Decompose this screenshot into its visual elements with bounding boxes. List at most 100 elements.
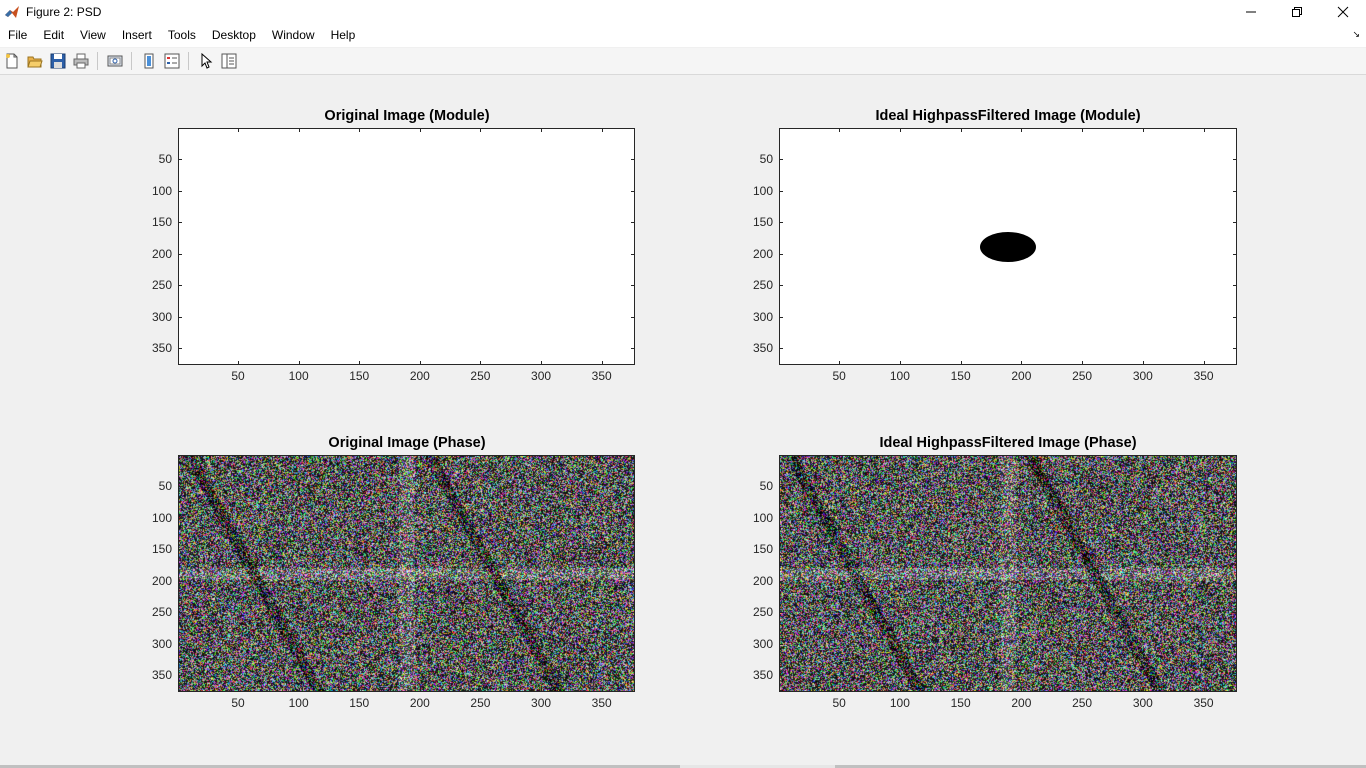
y-tick-mark <box>779 517 783 519</box>
x-tick-label: 150 <box>349 696 370 710</box>
window-bottom-border <box>0 765 1366 768</box>
x-tick-mark <box>601 688 603 692</box>
y-tick-mark <box>1233 316 1237 318</box>
x-tick-label: 50 <box>832 369 846 383</box>
y-tick-mark <box>178 253 182 255</box>
x-tick-label: 350 <box>591 369 612 383</box>
y-tick-mark <box>1233 549 1237 551</box>
menu-file[interactable]: File <box>8 28 28 42</box>
x-tick-mark <box>1021 128 1023 132</box>
y-tick-label: 250 <box>752 605 773 620</box>
y-tick-mark <box>631 675 635 677</box>
y-tick-label: 50 <box>759 152 773 167</box>
y-tick-mark <box>779 580 783 582</box>
x-tick-mark <box>899 688 901 692</box>
x-tick-mark <box>601 128 603 132</box>
restore-icon <box>1292 7 1302 17</box>
edit-plot-button[interactable] <box>195 50 217 72</box>
print-button[interactable] <box>70 50 92 72</box>
open-file-button[interactable] <box>24 50 46 72</box>
property-inspector-button[interactable] <box>218 50 240 72</box>
x-tick-label: 250 <box>470 696 491 710</box>
menu-window[interactable]: Window <box>271 28 315 42</box>
x-tick-label: 100 <box>288 696 309 710</box>
close-icon <box>1337 6 1349 18</box>
image-plot-area[interactable] <box>779 128 1237 365</box>
filter-mask-ellipse <box>980 232 1036 262</box>
y-tick-mark <box>779 222 783 224</box>
x-tick-mark <box>298 688 300 692</box>
y-tick-mark <box>779 348 783 350</box>
y-tick-mark <box>178 549 182 551</box>
x-tick-mark <box>1142 688 1144 692</box>
y-tick-label: 300 <box>151 309 172 324</box>
new-figure-button[interactable] <box>1 50 23 72</box>
image-plot-area[interactable] <box>178 128 635 365</box>
menu-desktop[interactable]: Desktop <box>211 28 256 42</box>
y-tick-label: 200 <box>752 246 773 261</box>
insert-legend-button[interactable] <box>161 50 183 72</box>
y-tick-mark <box>1233 675 1237 677</box>
y-tick-mark <box>779 316 783 318</box>
menu-edit[interactable]: Edit <box>43 28 65 42</box>
menu-overflow-icon[interactable]: ↘ <box>1352 29 1360 39</box>
menu-bar: File Edit View Insert Tools Desktop Wind… <box>0 24 1366 47</box>
x-tick-mark <box>899 128 901 132</box>
y-tick-label: 50 <box>759 479 773 494</box>
x-tick-mark <box>1021 455 1023 459</box>
y-tick-label: 350 <box>151 341 172 356</box>
y-tick-mark <box>779 643 783 645</box>
x-tick-mark <box>960 361 962 365</box>
y-tick-label: 250 <box>151 605 172 620</box>
x-tick-mark <box>1203 361 1205 365</box>
minimize-button[interactable] <box>1228 0 1274 24</box>
menu-help[interactable]: Help <box>330 28 356 42</box>
close-button[interactable] <box>1320 0 1366 24</box>
menu-insert[interactable]: Insert <box>121 28 152 42</box>
image-plot-area[interactable] <box>178 455 635 692</box>
link-plot-button[interactable] <box>104 50 126 72</box>
x-tick-mark <box>238 688 239 692</box>
y-tick-mark <box>1233 643 1237 645</box>
x-tick-mark <box>359 688 361 692</box>
image-plot-area[interactable] <box>779 455 1237 692</box>
x-tick-label: 200 <box>409 696 430 710</box>
y-tick-label: 350 <box>151 668 172 683</box>
y-tick-mark <box>178 643 182 645</box>
x-tick-label: 250 <box>1072 696 1093 710</box>
x-tick-mark <box>839 361 841 365</box>
y-tick-label: 150 <box>151 215 172 230</box>
menu-tools[interactable]: Tools <box>167 28 196 42</box>
y-tick-mark <box>779 253 783 255</box>
x-tick-mark <box>1021 688 1023 692</box>
x-tick-mark <box>541 361 543 365</box>
property-inspector-icon <box>221 53 237 69</box>
save-button[interactable] <box>47 50 69 72</box>
x-tick-mark <box>419 361 421 365</box>
y-tick-mark <box>178 222 182 224</box>
edit-plot-icon <box>201 53 213 69</box>
x-tick-mark <box>359 128 361 132</box>
y-tick-mark <box>631 285 635 287</box>
y-tick-mark <box>1233 159 1237 161</box>
y-tick-label: 200 <box>151 573 172 588</box>
x-tick-mark <box>541 128 543 132</box>
restore-button[interactable] <box>1274 0 1320 24</box>
x-tick-mark <box>1203 455 1205 459</box>
y-tick-mark <box>1233 285 1237 287</box>
insert-colorbar-button[interactable] <box>138 50 160 72</box>
x-tick-mark <box>1142 361 1144 365</box>
x-tick-label: 300 <box>1132 369 1153 383</box>
y-tick-label: 300 <box>752 636 773 651</box>
y-tick-mark <box>631 222 635 224</box>
y-tick-label: 300 <box>752 309 773 324</box>
y-tick-mark <box>779 612 783 614</box>
y-tick-mark <box>1233 222 1237 224</box>
x-tick-label: 250 <box>1072 369 1093 383</box>
x-tick-mark <box>238 455 239 459</box>
insert-colorbar-icon <box>144 53 154 69</box>
x-tick-mark <box>238 361 239 365</box>
y-tick-mark <box>779 285 783 287</box>
y-tick-mark <box>1233 517 1237 519</box>
menu-view[interactable]: View <box>80 28 106 42</box>
